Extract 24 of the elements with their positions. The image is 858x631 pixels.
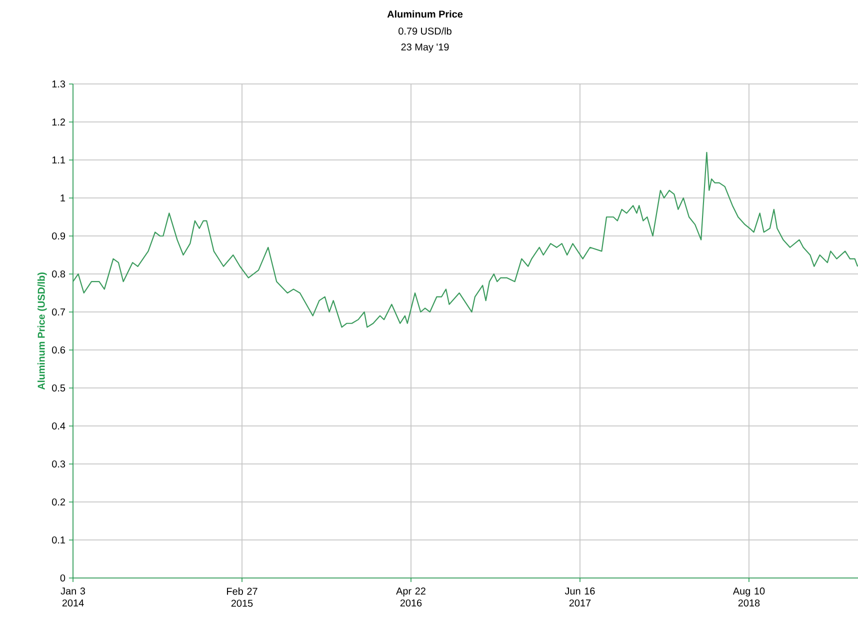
y-tick-label: 0 (60, 574, 66, 582)
x-tick-label: Apr 22 2016 (396, 588, 426, 607)
y-tick-label: 0.6 (52, 346, 66, 354)
x-tick-label: Feb 27 2015 (227, 588, 258, 607)
y-tick-label: 0.5 (52, 384, 66, 392)
y-tick-label: 0.8 (52, 270, 66, 278)
y-tick-label: 0.7 (52, 308, 65, 316)
line-series (73, 152, 858, 328)
y-tick-label: 1.1 (52, 156, 66, 164)
y-tick-label: 0.1 (52, 536, 66, 544)
y-tick-label: 0.4 (52, 422, 66, 430)
y-axis-title: Aluminum Price (USD/lb) (38, 272, 47, 390)
y-tick-label: 1 (60, 194, 66, 202)
y-tick-label: 0.2 (52, 498, 65, 506)
text: 23 May '19 (401, 43, 449, 52)
y-tick-label: 1.3 (52, 80, 66, 88)
y-tick-label: 1.2 (52, 118, 65, 126)
y-tick-label: 0.3 (52, 460, 66, 468)
chart-title: Aluminum Price (387, 10, 463, 18)
y-tick-label: 0.9 (52, 232, 66, 240)
x-tick-label: Aug 10 2018 (732, 588, 765, 607)
x-tick-label: Jun 16 2017 (564, 588, 595, 607)
chart-subtitle: 0.79 USD/lb (398, 27, 452, 35)
x-tick-label: Jan 3 2014 (60, 588, 86, 607)
